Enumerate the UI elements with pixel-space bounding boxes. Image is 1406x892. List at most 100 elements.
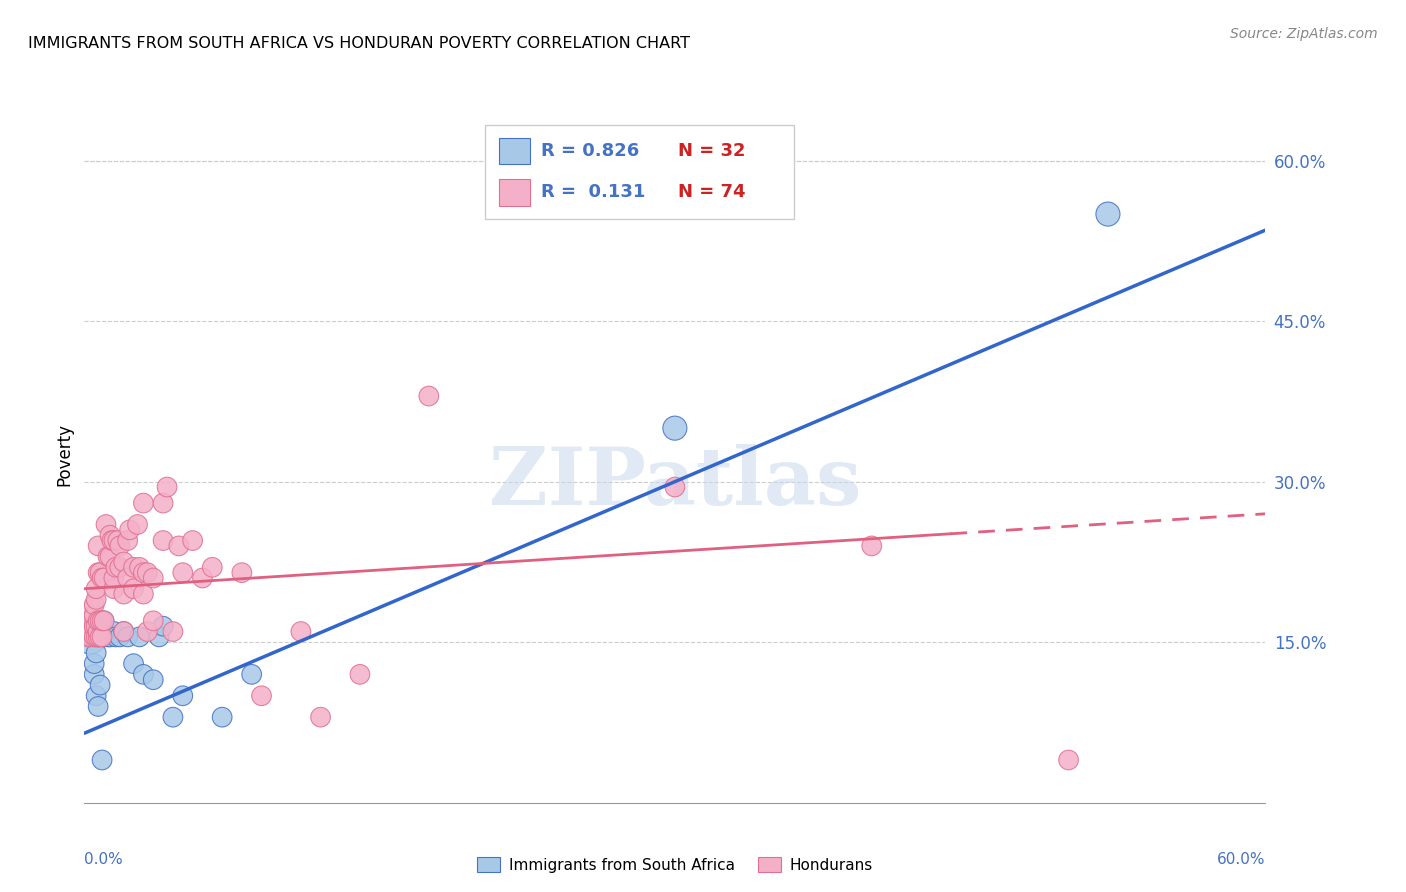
Point — [79, 630, 101, 644]
Point — [152, 533, 174, 548]
Point — [108, 630, 131, 644]
Point — [82, 603, 104, 617]
Point — [82, 630, 104, 644]
Point — [87, 699, 110, 714]
Point — [127, 517, 149, 532]
Point — [97, 549, 120, 564]
Point — [172, 566, 194, 580]
Point — [89, 678, 111, 692]
Point — [91, 753, 114, 767]
Point — [89, 566, 111, 580]
Point — [172, 689, 194, 703]
Text: ZIPatlas: ZIPatlas — [489, 443, 860, 522]
Point — [98, 528, 121, 542]
Point — [77, 614, 100, 628]
Point — [84, 689, 107, 703]
Point — [117, 533, 139, 548]
Point — [87, 630, 110, 644]
Point — [191, 571, 214, 585]
Point — [349, 667, 371, 681]
Point — [104, 560, 127, 574]
Point — [108, 539, 131, 553]
Point — [84, 619, 107, 633]
Point — [87, 539, 110, 553]
Point — [132, 587, 155, 601]
Point — [181, 533, 204, 548]
Point — [418, 389, 440, 403]
Point — [79, 624, 101, 639]
Point — [87, 624, 110, 639]
Point — [77, 630, 100, 644]
Point — [89, 624, 111, 639]
Point — [83, 630, 105, 644]
Point — [1097, 207, 1119, 221]
Text: 0.0%: 0.0% — [84, 852, 124, 866]
Point — [201, 560, 224, 574]
Point — [93, 614, 115, 628]
Point — [107, 533, 129, 548]
Point — [103, 624, 125, 639]
Point — [211, 710, 233, 724]
Point — [142, 614, 165, 628]
Point — [103, 533, 125, 548]
Point — [91, 571, 114, 585]
Point — [112, 555, 135, 569]
Point — [132, 667, 155, 681]
Point — [132, 566, 155, 580]
Point — [128, 560, 150, 574]
Text: IMMIGRANTS FROM SOUTH AFRICA VS HONDURAN POVERTY CORRELATION CHART: IMMIGRANTS FROM SOUTH AFRICA VS HONDURAN… — [28, 36, 690, 51]
Point — [91, 614, 114, 628]
Point — [83, 667, 105, 681]
Point — [142, 673, 165, 687]
Point — [83, 598, 105, 612]
Point — [142, 571, 165, 585]
Point — [117, 630, 139, 644]
Point — [84, 592, 107, 607]
Point — [112, 624, 135, 639]
Point — [1057, 753, 1080, 767]
Point — [87, 614, 110, 628]
Text: 60.0%: 60.0% — [1218, 852, 1265, 866]
Point — [87, 630, 110, 644]
Point — [148, 630, 170, 644]
Point — [128, 630, 150, 644]
Point — [93, 571, 115, 585]
Point — [84, 646, 107, 660]
Point — [132, 496, 155, 510]
Point — [98, 549, 121, 564]
Point — [250, 689, 273, 703]
Point — [122, 560, 145, 574]
Point — [231, 566, 253, 580]
Point — [83, 619, 105, 633]
Text: R =  0.131: R = 0.131 — [541, 184, 645, 202]
Point — [162, 710, 184, 724]
Point — [122, 582, 145, 596]
Point — [240, 667, 263, 681]
Point — [122, 657, 145, 671]
Point — [152, 619, 174, 633]
Point — [83, 608, 105, 623]
Point — [91, 624, 114, 639]
Point — [860, 539, 883, 553]
Point — [664, 480, 686, 494]
Point — [83, 630, 105, 644]
Point — [91, 630, 114, 644]
Point — [103, 571, 125, 585]
Point — [83, 619, 105, 633]
Point — [156, 480, 179, 494]
Point — [101, 533, 124, 548]
Point — [117, 571, 139, 585]
Text: N = 74: N = 74 — [678, 184, 745, 202]
Point — [97, 630, 120, 644]
Point — [98, 630, 121, 644]
Point — [167, 539, 190, 553]
Point — [87, 566, 110, 580]
Point — [84, 582, 107, 596]
Point — [93, 614, 115, 628]
Point — [136, 566, 159, 580]
Point — [309, 710, 332, 724]
Point — [94, 517, 117, 532]
Text: R = 0.826: R = 0.826 — [541, 142, 640, 160]
Legend: Immigrants from South Africa, Hondurans: Immigrants from South Africa, Hondurans — [471, 850, 879, 879]
Point — [93, 630, 115, 644]
